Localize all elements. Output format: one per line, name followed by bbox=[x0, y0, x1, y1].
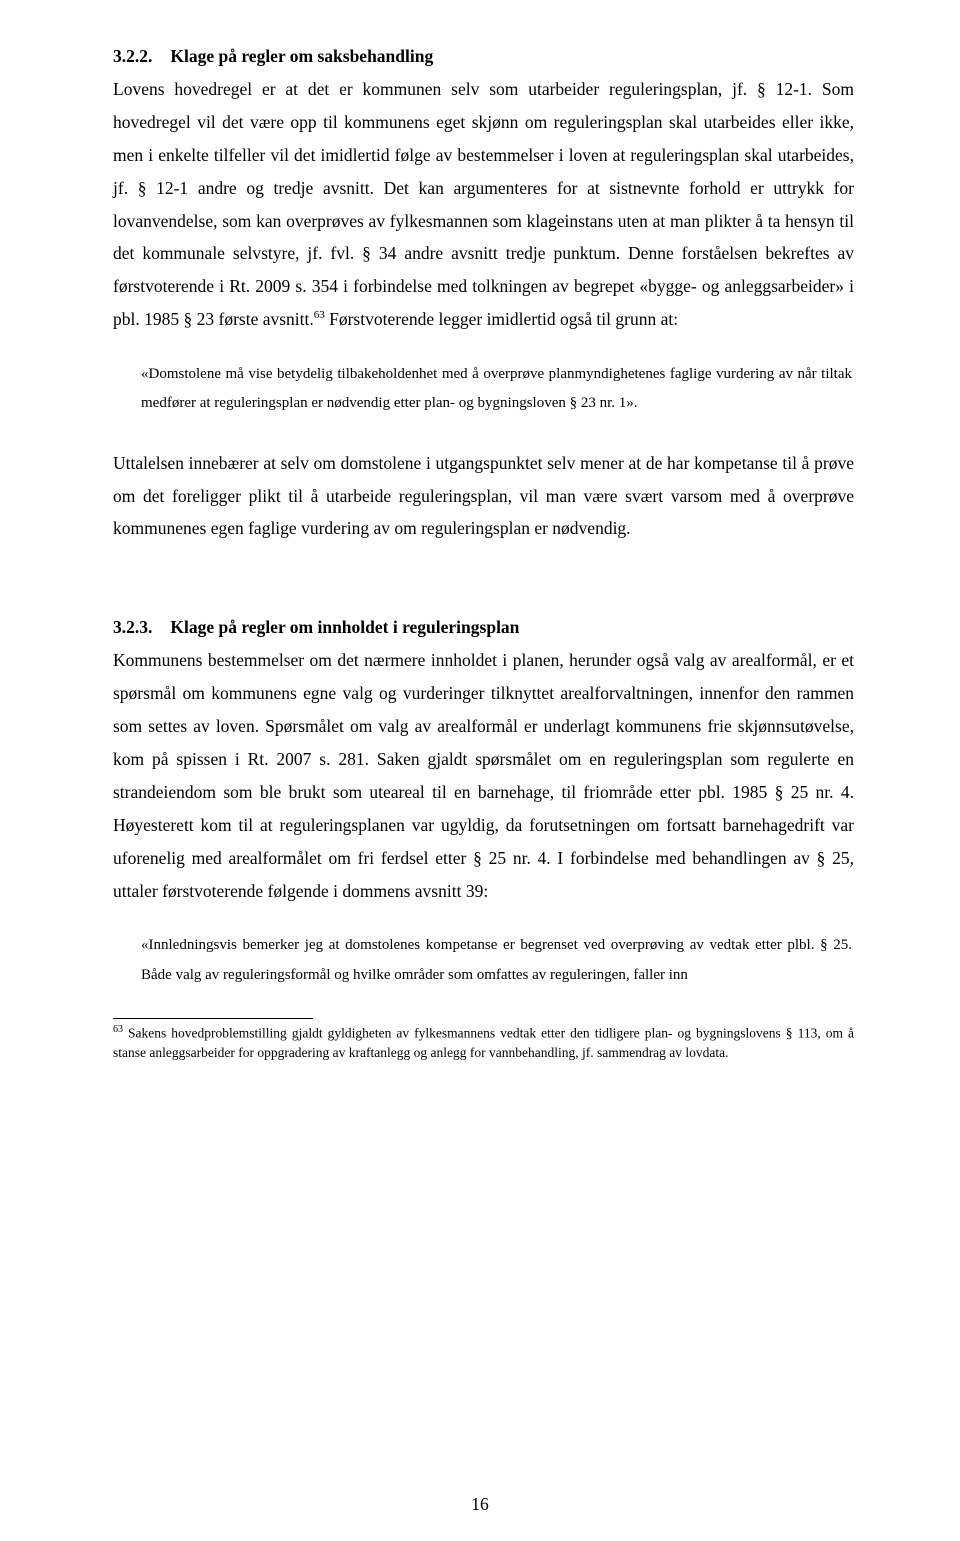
footnote-63: 63 Sakens hovedproblemstilling gjaldt gy… bbox=[113, 1023, 854, 1063]
section-heading-3-2-2: 3.2.2. Klage på regler om saksbehandling bbox=[113, 46, 854, 67]
body-paragraph-1: Lovens hovedregel er at det er kommunen … bbox=[113, 73, 854, 336]
footnote-ref-63: 63 bbox=[314, 309, 325, 321]
heading-number: 3.2.3. bbox=[113, 617, 152, 638]
para-text: Lovens hovedregel er at det er kommunen … bbox=[113, 79, 854, 329]
block-quote-1: «Domstolene må vise betydelig tilbakehol… bbox=[141, 360, 854, 419]
page-number: 16 bbox=[0, 1494, 960, 1515]
heading-title: Klage på regler om innholdet i regulerin… bbox=[170, 617, 519, 637]
section-heading-3-2-3: 3.2.3. Klage på regler om innholdet i reg… bbox=[113, 617, 854, 638]
heading-title: Klage på regler om saksbehandling bbox=[170, 46, 433, 66]
para-tail: Førstvoterende legger imidlertid også ti… bbox=[325, 309, 678, 329]
body-paragraph-3: Kommunens bestemmelser om det nærmere in… bbox=[113, 644, 854, 907]
body-paragraph-2: Uttalelsen innebærer at selv om domstole… bbox=[113, 447, 854, 546]
block-quote-2: «Innledningsvis bemerker jeg at domstole… bbox=[141, 931, 854, 990]
heading-number: 3.2.2. bbox=[113, 46, 152, 67]
footnote-text: Sakens hovedproblemstilling gjaldt gyldi… bbox=[113, 1025, 854, 1060]
footnote-separator bbox=[113, 1018, 313, 1019]
document-page: 3.2.2.Klage på regler om saksbehandling … bbox=[0, 0, 960, 1541]
section-spacer bbox=[113, 569, 854, 617]
footnote-number: 63 bbox=[113, 1024, 123, 1035]
